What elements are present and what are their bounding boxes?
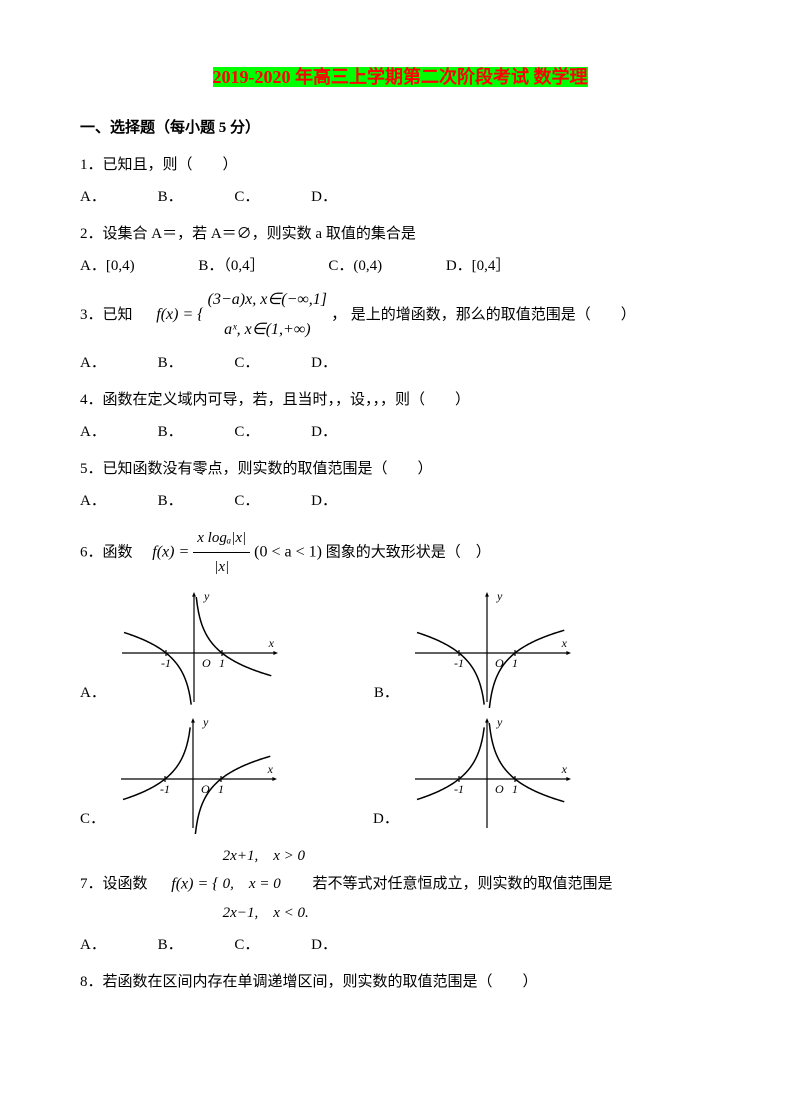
- svg-text:-1: -1: [160, 782, 170, 796]
- question-6: 6．函数 f(x) = x logₐ|x| |x| (0 < a < 1) 图象…: [80, 524, 720, 582]
- title-highlight: 2019-2020 年高三上学期第二次阶段考试 数学理: [213, 67, 588, 87]
- q2-opt-c: C．(0,4): [328, 252, 382, 281]
- graph-b: -1 O1 x y: [407, 588, 577, 708]
- svg-text:1: 1: [512, 656, 518, 670]
- q5-choices: A． B． C． D．: [80, 487, 720, 516]
- q7-opt-c: C．: [234, 931, 259, 960]
- q4-opt-a: A．: [80, 418, 106, 447]
- q6-cond: (0 < a < 1): [254, 544, 322, 561]
- svg-text:y: y: [496, 589, 503, 603]
- svg-text:x: x: [268, 636, 275, 650]
- question-4: 4．函数在定义域内可导，若，且当时，，设，，，则（ ）: [80, 386, 720, 415]
- page-title: 2019-2020 年高三上学期第二次阶段考试 数学理: [80, 60, 720, 94]
- svg-text:x: x: [267, 762, 274, 776]
- question-8: 8．若函数在区间内存在单调递增区间，则实数的取值范围是（ ）: [80, 968, 720, 997]
- q5-opt-a: A．: [80, 487, 106, 516]
- q7-math: f(x) = { 2x+1, x > 0 0, x = 0 2x−1, x < …: [171, 842, 308, 928]
- q1-choices: A． B． C． D．: [80, 183, 720, 212]
- svg-text:x: x: [561, 636, 568, 650]
- svg-text:O: O: [495, 656, 504, 670]
- q7-post: 若不等式对任意恒成立，则实数的取值范围是: [312, 876, 612, 892]
- q7-choices: A． B． C． D．: [80, 931, 720, 960]
- q7-l3: 2x−1, x < 0.: [223, 899, 309, 928]
- q6-opt-b: B．: [374, 679, 399, 708]
- q4-opt-d: D．: [311, 418, 337, 447]
- svg-text:y: y: [496, 715, 503, 729]
- svg-text:-1: -1: [161, 656, 171, 670]
- section-heading: 一、选择题（每小题 5 分）: [80, 114, 720, 143]
- q6-num: x logₐ|x|: [193, 524, 250, 554]
- svg-text:1: 1: [219, 656, 225, 670]
- q6-fx: f(x) =: [152, 544, 189, 561]
- q3-math-top: (3−a)x, x∈(−∞,1]: [208, 285, 327, 315]
- q5-opt-d: D．: [311, 487, 337, 516]
- graph-c: -1 O1 x y: [113, 714, 283, 834]
- q2-opt-b: B．（0,4］: [198, 252, 264, 281]
- q6-opt-c: C．: [80, 805, 105, 834]
- svg-text:1: 1: [218, 782, 224, 796]
- q6-prefix: 6．函数: [80, 544, 133, 560]
- svg-text:-1: -1: [454, 782, 464, 796]
- q3-opt-d: D．: [311, 349, 337, 378]
- q4-choices: A． B． C． D．: [80, 418, 720, 447]
- svg-text:y: y: [202, 715, 209, 729]
- q1-opt-a: A．: [80, 183, 106, 212]
- q3-choices: A． B． C． D．: [80, 349, 720, 378]
- q7-prefix: 7．设函数: [80, 876, 148, 892]
- svg-text:y: y: [203, 589, 210, 603]
- q1-opt-c: C．: [234, 183, 259, 212]
- q6-math: f(x) = x logₐ|x| |x| (0 < a < 1): [152, 524, 322, 582]
- q2-choices: A．[0,4) B．（0,4］ C．(0,4) D．[0,4］: [80, 252, 720, 281]
- svg-text:-1: -1: [454, 656, 464, 670]
- q3-prefix: 3．已知: [80, 307, 133, 323]
- q7-opt-b: B．: [158, 931, 183, 960]
- q6-den: |x|: [193, 553, 250, 582]
- q7-l2: 0, x = 0: [223, 870, 309, 899]
- q4-opt-c: C．: [234, 418, 259, 447]
- question-2: 2．设集合 A＝，若 A＝∅，则实数 a 取值的集合是: [80, 220, 720, 249]
- q7-l1: 2x+1, x > 0: [223, 842, 309, 871]
- graph-d: -1 O1 x y: [407, 714, 577, 834]
- q6-graph-row-1: A． -1O1xy B． -1O1xy: [80, 588, 720, 708]
- svg-text:x: x: [561, 762, 568, 776]
- q7-opt-d: D．: [311, 931, 337, 960]
- q7-opt-a: A．: [80, 931, 106, 960]
- svg-text:1: 1: [512, 782, 518, 796]
- q3-opt-b: B．: [158, 349, 183, 378]
- question-3: 3．已知 f(x) = { (3−a)x, x∈(−∞,1] aˣ, x∈(1,…: [80, 285, 720, 346]
- q6-post: 图象的大致形状是（ ）: [326, 544, 491, 560]
- q6-opt-a: A．: [80, 679, 106, 708]
- q5-opt-c: C．: [234, 487, 259, 516]
- q3-opt-a: A．: [80, 349, 106, 378]
- q1-opt-b: B．: [158, 183, 183, 212]
- graph-a: -1 O1 x y: [114, 588, 284, 708]
- question-5: 5．已知函数没有零点，则实数的取值范围是（ ）: [80, 455, 720, 484]
- q3-comma: ，: [331, 306, 347, 323]
- svg-text:O: O: [201, 782, 210, 796]
- q4-opt-b: B．: [158, 418, 183, 447]
- svg-text:O: O: [495, 782, 504, 796]
- q3-post: 是上的增函数，那么的取值范围是（ ）: [351, 307, 636, 323]
- q3-fx: f(x) = {: [156, 306, 203, 323]
- q1-opt-d: D．: [311, 183, 337, 212]
- q7-fx: f(x) = {: [171, 875, 218, 892]
- q3-math-bot: aˣ, x∈(1,+∞): [208, 315, 327, 345]
- q2-opt-a: A．[0,4): [80, 252, 135, 281]
- q3-opt-c: C．: [234, 349, 259, 378]
- q3-math: f(x) = { (3−a)x, x∈(−∞,1] aˣ, x∈(1,+∞) ，: [156, 285, 347, 346]
- svg-text:O: O: [202, 656, 211, 670]
- q6-opt-d: D．: [373, 805, 399, 834]
- q5-opt-b: B．: [158, 487, 183, 516]
- q6-graph-row-2: C． -1O1xy D． -1O1xy: [80, 714, 720, 834]
- q2-opt-d: D．[0,4］: [446, 252, 511, 281]
- question-1: 1．已知且，则（ ）: [80, 151, 720, 180]
- question-7: 7．设函数 f(x) = { 2x+1, x > 0 0, x = 0 2x−1…: [80, 842, 720, 928]
